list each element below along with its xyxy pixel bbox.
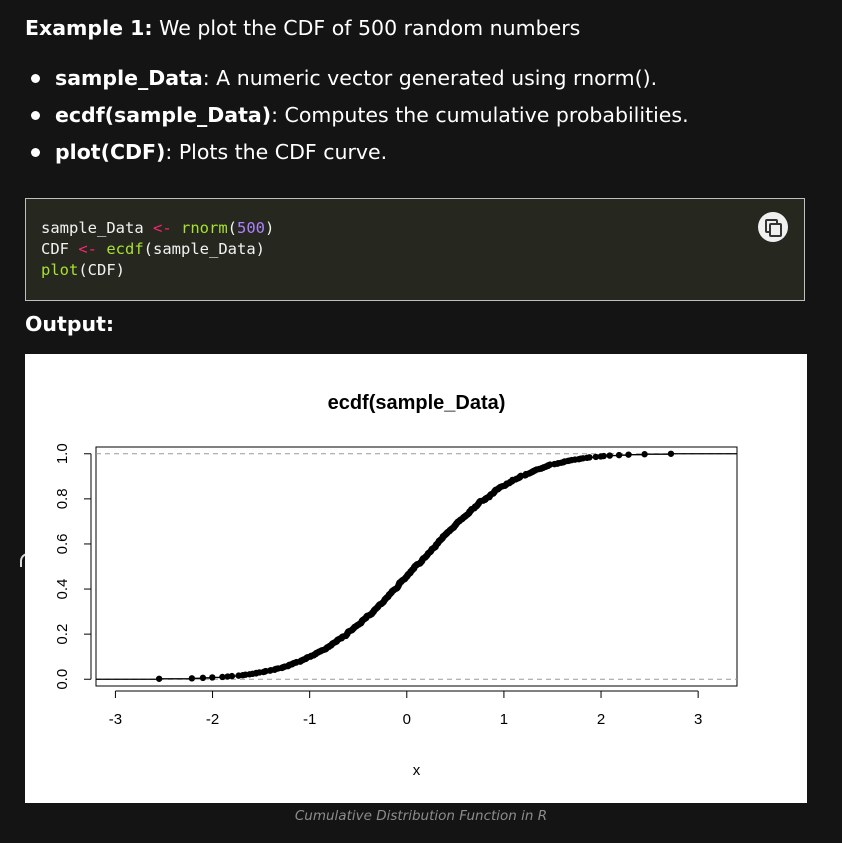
ecdf-point [209, 674, 216, 681]
ecdf-point [228, 672, 236, 680]
x-tick-label: -2 [206, 711, 219, 728]
bullet-desc: : Plots the CDF curve. [165, 140, 388, 164]
code-token [172, 219, 181, 237]
ecdf-point [625, 451, 632, 458]
ecdf-point [586, 454, 593, 461]
code-token: (CDF) [78, 261, 125, 279]
bullet-desc: : A numeric vector generated using rnorm… [202, 66, 658, 90]
chart-container: ecdf(sample_Data) -3 -2 -1 0 1 2 3 x 0.0 0.2 0.4 0.6… [25, 354, 807, 803]
example-heading: Example 1: We plot the CDF of 500 random… [25, 14, 580, 42]
y-tick-label: 1.0 [54, 443, 71, 464]
x-tick-label: 0 [403, 711, 411, 728]
code-token: ( [227, 219, 238, 237]
y-tick-label: 0.8 [54, 488, 71, 509]
bullet-dot-icon [31, 74, 40, 83]
code-token: CDF [41, 240, 79, 258]
ecdf-point [188, 675, 196, 682]
code-token: (sample_Data) [143, 240, 265, 258]
bullet-term: plot(CDF) [55, 140, 166, 164]
code-token: <- [152, 219, 172, 237]
bullet-item: sample_Data: A numeric vector generated … [25, 62, 689, 99]
code-token: <- [78, 240, 97, 258]
ecdf-point [667, 450, 675, 457]
plot-frame [95, 446, 738, 687]
copy-button[interactable] [758, 212, 788, 242]
bullet-term: sample_Data [55, 66, 203, 90]
ecdf-point [606, 452, 613, 459]
ecdf-point [199, 674, 207, 682]
x-tick-label: -1 [303, 711, 316, 728]
x-tick-label: -3 [109, 711, 122, 728]
ecdf-point [592, 453, 600, 461]
scroll-edge-decoration [20, 553, 28, 567]
bullet-list: sample_Data: A numeric vector generated … [25, 62, 689, 173]
y-tick-label: 0.4 [54, 579, 71, 600]
y-tick-label: 0.2 [54, 624, 71, 645]
code-token: ) [265, 219, 275, 237]
bullet-desc: : Computes the cumulative probabilities. [271, 103, 689, 127]
code-content[interactable]: sample_Data <- rnorm(500) CDF <- ecdf(sa… [41, 218, 274, 281]
chart-title: ecdf(sample_Data) [328, 392, 506, 414]
x-tick-label: 1 [500, 711, 508, 728]
x-tick-label: 2 [597, 711, 605, 728]
ecdf-point [641, 451, 648, 458]
code-token [97, 240, 106, 258]
code-token: plot [41, 261, 79, 279]
x-axis-label: x [413, 762, 421, 779]
bullet-dot-icon [31, 111, 40, 120]
bullet-term: ecdf(sample_Data) [55, 103, 272, 127]
y-tick-label: 0.6 [54, 534, 71, 555]
ecdf-point [615, 451, 623, 459]
figure-caption: Cumulative Distribution Function in R [294, 808, 548, 824]
x-tick-label: 3 [694, 711, 702, 728]
output-label: Output: [25, 312, 115, 336]
ecdf-point [155, 675, 163, 682]
ecdf-point [600, 452, 607, 460]
bullet-item: ecdf(sample_Data): Computes the cumulati… [25, 99, 689, 136]
code-token: ecdf [106, 240, 144, 258]
code-token: 500 [237, 219, 266, 237]
ecdf-chart: ecdf(sample_Data) -3 -2 -1 0 1 2 3 x 0.0 0.2 0.4 0.6… [54, 392, 738, 779]
example-label: Example 1: [25, 16, 153, 40]
ecdf-point [219, 673, 226, 681]
code-token: sample_Data [41, 219, 153, 237]
code-token: rnorm [181, 219, 228, 237]
code-block[interactable]: sample_Data <- rnorm(500) CDF <- ecdf(sa… [25, 198, 805, 301]
bullet-dot-icon [31, 148, 40, 157]
example-text: We plot the CDF of 500 random numbers [152, 16, 581, 40]
y-tick-label: 0.0 [54, 669, 71, 690]
bullet-item: plot(CDF): Plots the CDF curve. [25, 136, 689, 173]
